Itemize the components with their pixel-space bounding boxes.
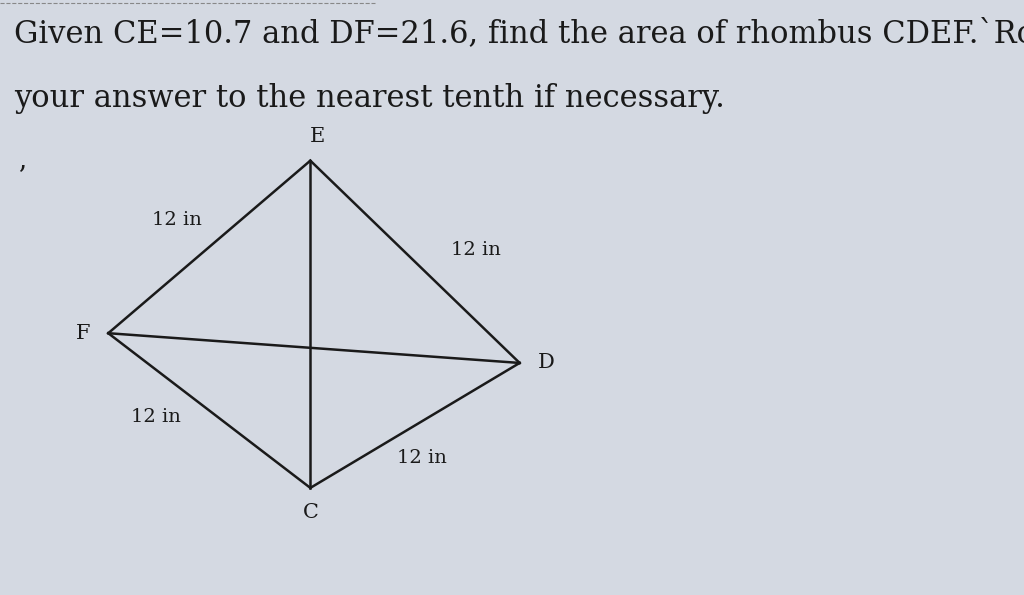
Text: C: C <box>302 503 318 522</box>
Text: E: E <box>310 127 326 146</box>
Text: 12 in: 12 in <box>397 449 447 467</box>
Text: F: F <box>76 324 90 343</box>
Text: 12 in: 12 in <box>130 408 180 425</box>
Text: your answer to the nearest tenth if necessary.: your answer to the nearest tenth if nece… <box>14 83 725 114</box>
Text: 12 in: 12 in <box>452 241 501 259</box>
Text: Given CE=10.7 and DF=21.6, find the area of rhombus CDEF.`Round: Given CE=10.7 and DF=21.6, find the area… <box>14 18 1024 49</box>
Text: D: D <box>538 353 555 372</box>
Text: 12 in: 12 in <box>153 211 202 229</box>
Text: ’: ’ <box>18 164 27 190</box>
